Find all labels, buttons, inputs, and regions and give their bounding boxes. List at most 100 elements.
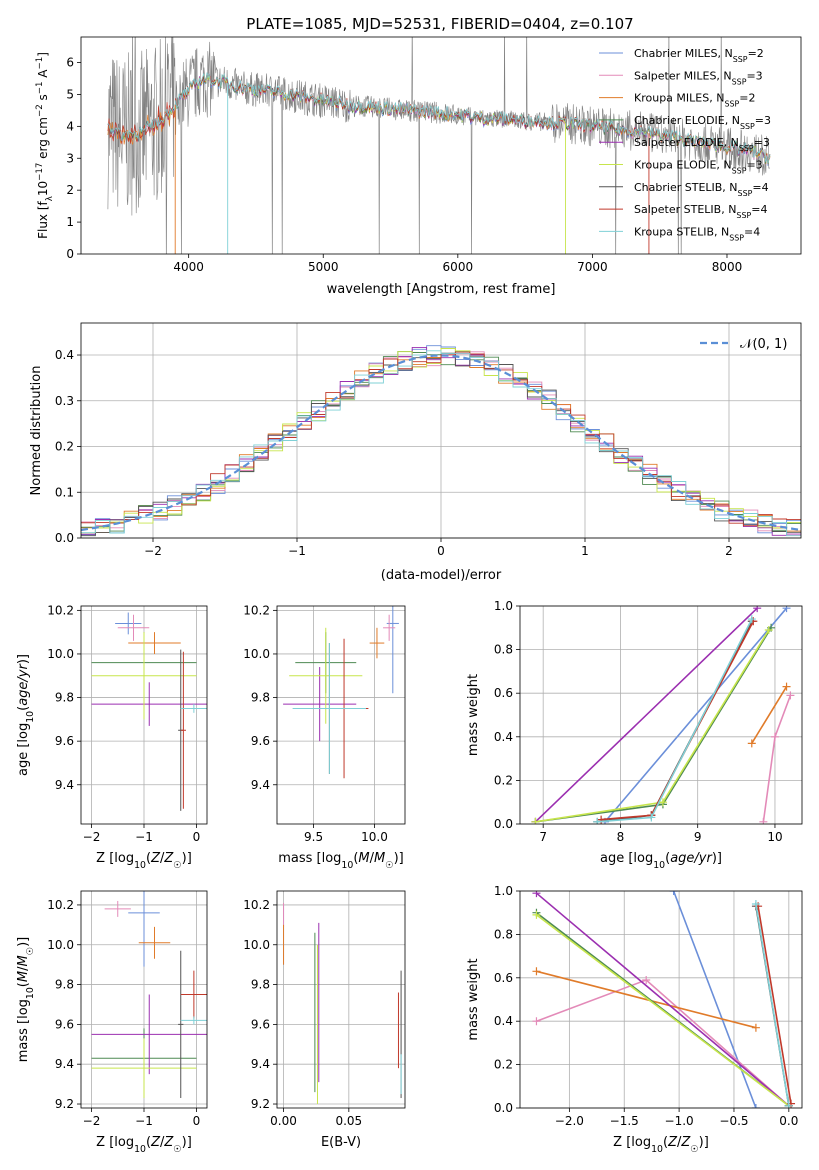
spectrum-y-label-part: λ — [45, 196, 55, 201]
frame-ebv_mass — [276, 890, 406, 1109]
weight-marker-salpeter_elodie — [753, 606, 762, 613]
x-tick-label: −1 — [288, 544, 306, 558]
y-label-z_mass-part: ( — [16, 982, 31, 987]
x-label-z_weight: Z [log10(Z/Z☉)] — [613, 1135, 709, 1155]
x-label-z_age-part: )] — [182, 851, 192, 866]
weight-marker-kroupa_stelib — [784, 1101, 793, 1108]
legend-entry-part: Salpeter ELODIE, N — [634, 136, 739, 149]
x-tick-label: 0 — [437, 544, 445, 558]
errorbars-z_age — [91, 612, 207, 811]
x-label-z_weight-part: )] — [699, 1135, 709, 1150]
weight-line-salpeter_elodie — [534, 607, 758, 823]
spectrum-x-label: wavelength [Angstrom, rest frame] — [327, 282, 556, 297]
x-label-z_mass-part: Z — [150, 1135, 161, 1150]
legend-entry-part: =2 — [748, 47, 764, 60]
histogram-kroupa_stelib — [81, 350, 801, 537]
frame-z_mass — [80, 890, 208, 1109]
x-tick-label: 9 — [694, 830, 702, 844]
y-tick-label: 0.2 — [494, 773, 513, 787]
y-tick-label: 9.6 — [251, 734, 270, 748]
frame-z_weight — [519, 890, 803, 1109]
legend-entry: Kroupa MILES, NSSP=2 — [634, 92, 755, 109]
legend-entry-part: =4 — [744, 225, 760, 238]
model-line-kroupa_stelib — [107, 72, 771, 164]
x-tick-label: 8 — [617, 830, 625, 844]
x-label-mass_age: mass [log10(M/M☉)] — [278, 851, 404, 871]
x-label-z_mass: Z [log10(Z/Z☉)] — [96, 1135, 192, 1155]
y-tick-label: 1.0 — [494, 599, 513, 613]
y-tick-label: 10.2 — [47, 898, 74, 912]
x-label-age_weight-part: )] — [712, 851, 722, 866]
frame-mass_age — [276, 605, 406, 825]
spectrum-y-label-part: s — [36, 94, 50, 104]
weight-line-kroupa_miles — [751, 686, 788, 744]
y-label-z_mass-part: M — [16, 955, 31, 966]
legend-entry: Kroupa ELODIE, NSSP=3 — [634, 159, 763, 176]
y-tick-label: 0.0 — [494, 1101, 513, 1115]
y-tick-label: 10.0 — [243, 647, 270, 661]
legend-entry-part: =3 — [746, 159, 762, 172]
x-tick-label: −0.5 — [719, 1114, 748, 1128]
weight-marker-kroupa_elodie — [764, 625, 773, 634]
x-label-mass_age-part: / — [370, 851, 375, 866]
x-tick-label: 0.0 — [779, 1114, 798, 1128]
y-tick-label: 0.8 — [494, 927, 513, 941]
y-tick-label: 0.4 — [494, 730, 513, 744]
spectrum-y-label-part: A — [36, 69, 50, 82]
x-label-z_mass-part: )] — [182, 1135, 192, 1150]
weight-marker-salpeter_miles — [759, 817, 768, 824]
x-label-z_weight-part: ☉ — [690, 1144, 698, 1155]
weight-marker-salpeter_miles — [532, 1017, 541, 1026]
legend-entry: Chabrier STELIB, NSSP=4 — [634, 181, 769, 198]
spectrum-y-label-part: −1 — [35, 57, 45, 70]
y-label-z_age-part: 10 — [25, 711, 36, 723]
spectrum-y-label-part: ] — [36, 52, 50, 57]
x-label-z_weight-part: Z — [667, 1135, 678, 1150]
x-tick-label: −2 — [83, 1114, 101, 1128]
x-label-z_mass-part: Z [log — [96, 1135, 134, 1150]
weight-line-chabrier_elodie — [535, 627, 772, 823]
x-tick-label: −2.0 — [555, 1114, 584, 1128]
legend-entry-part: SSP — [738, 188, 753, 197]
legend-entry-part: SSP — [740, 121, 755, 130]
axes-age_weight: 7 8 9 10 0.0 0.2 0.4 0.6 0.8 1.0 — [494, 599, 802, 844]
legend-entry: Salpeter ELODIE, NSSP=3 — [634, 136, 770, 153]
legend-entry-part: SSP — [736, 211, 751, 220]
y-tick-label: 1.0 — [494, 884, 513, 898]
y-tick-label: 9.2 — [55, 1097, 74, 1111]
x-label-z_age: Z [log10(Z/Z☉)] — [96, 851, 192, 871]
y-label-z_mass-part: / — [16, 966, 31, 971]
x-label-z_age-part: Z — [163, 851, 174, 866]
weight-marker-kroupa_stelib — [647, 813, 656, 822]
legend-entry-part: Kroupa MILES, N — [634, 92, 724, 105]
y-tick-label: 4 — [66, 119, 74, 133]
y-tick-label: 0.6 — [494, 971, 513, 985]
y-tick-label: 10.0 — [47, 938, 74, 952]
x-label-age_weight-part: 10 — [653, 860, 665, 871]
weight-marker-salpeter_stelib — [754, 902, 763, 911]
y-tick-label: 9.4 — [251, 778, 270, 792]
x-label-z_mass-part: 10 — [134, 1144, 146, 1155]
normal-curve — [81, 354, 801, 532]
x-tick-label: 0.00 — [270, 1114, 297, 1128]
y-tick-label: 0.6 — [494, 686, 513, 700]
axes-mass_age: 9.5 10.0 9.4 9.6 9.8 10.0 10.2 — [243, 603, 405, 844]
y-tick-label: 0 — [66, 247, 74, 261]
x-label-ebv_mass: E(B-V) — [321, 1135, 361, 1150]
y-tick-label: 1 — [66, 215, 74, 229]
weight-marker-kroupa_stelib — [751, 900, 760, 909]
y-tick-label: 0.2 — [494, 1058, 513, 1072]
y-tick-label: 0.1 — [55, 485, 74, 499]
residual-histograms — [81, 345, 801, 537]
x-label-z_weight-part: Z [log — [613, 1135, 651, 1150]
weight-marker-kroupa_elodie — [531, 817, 540, 824]
x-label-mass_age-part: ( — [353, 851, 358, 866]
x-tick-label: 4000 — [173, 260, 204, 274]
x-label-ebv_mass-part: E(B-V) — [321, 1135, 361, 1150]
y-tick-label: 9.8 — [55, 978, 74, 992]
legend-entry-part: =3 — [754, 136, 770, 149]
weight-marker-kroupa_miles — [747, 739, 756, 748]
histogram-salpeter_stelib — [81, 351, 801, 527]
